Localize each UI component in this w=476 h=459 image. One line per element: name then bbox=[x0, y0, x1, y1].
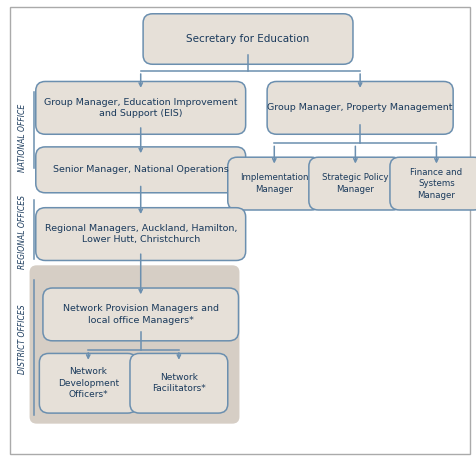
Text: REGIONAL OFFICES: REGIONAL OFFICES bbox=[19, 195, 27, 269]
Text: Secretary for Education: Secretary for Education bbox=[186, 34, 309, 44]
Text: Network
Facilitators*: Network Facilitators* bbox=[152, 373, 205, 393]
FancyBboxPatch shape bbox=[43, 288, 238, 341]
FancyBboxPatch shape bbox=[129, 353, 227, 413]
Text: Regional Managers, Auckland, Hamilton,
Lower Hutt, Christchurch: Regional Managers, Auckland, Hamilton, L… bbox=[44, 224, 237, 244]
FancyBboxPatch shape bbox=[389, 157, 476, 210]
FancyBboxPatch shape bbox=[10, 7, 469, 454]
FancyBboxPatch shape bbox=[39, 353, 137, 413]
Text: Finance and
Systems
Manager: Finance and Systems Manager bbox=[409, 168, 462, 200]
Text: Implementation
Manager: Implementation Manager bbox=[239, 174, 308, 194]
Text: DISTRICT OFFICES: DISTRICT OFFICES bbox=[19, 305, 27, 375]
FancyBboxPatch shape bbox=[227, 157, 320, 210]
Text: Network Provision Managers and
local office Managers*: Network Provision Managers and local off… bbox=[62, 304, 218, 325]
Text: Group Manager, Property Management: Group Manager, Property Management bbox=[267, 103, 452, 112]
FancyBboxPatch shape bbox=[308, 157, 401, 210]
FancyBboxPatch shape bbox=[267, 81, 452, 134]
FancyBboxPatch shape bbox=[30, 265, 239, 424]
FancyBboxPatch shape bbox=[36, 207, 245, 261]
FancyBboxPatch shape bbox=[36, 147, 245, 193]
FancyBboxPatch shape bbox=[143, 14, 352, 64]
Text: Strategic Policy
Manager: Strategic Policy Manager bbox=[321, 174, 388, 194]
Text: Network
Development
Officers*: Network Development Officers* bbox=[58, 367, 119, 399]
Text: Group Manager, Education Improvement
and Support (EIS): Group Manager, Education Improvement and… bbox=[44, 98, 237, 118]
FancyBboxPatch shape bbox=[36, 81, 245, 134]
Text: Senior Manager, National Operations: Senior Manager, National Operations bbox=[53, 165, 228, 174]
Text: NATIONAL OFFICE: NATIONAL OFFICE bbox=[19, 104, 27, 172]
